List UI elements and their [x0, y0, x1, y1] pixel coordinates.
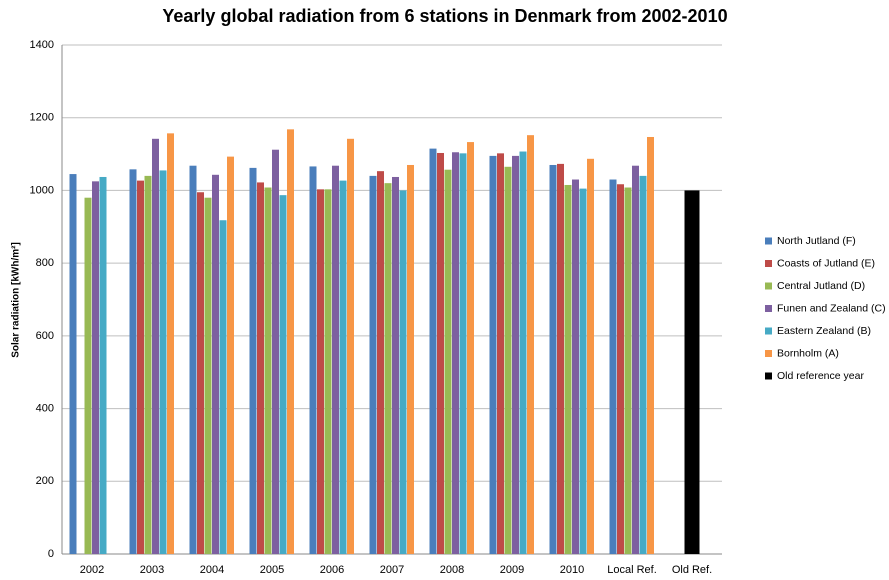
bar	[587, 158, 594, 554]
y-tick-label: 1400	[30, 39, 54, 51]
bar	[152, 138, 159, 554]
bar	[332, 165, 339, 554]
bar	[227, 156, 234, 554]
bar	[684, 190, 700, 554]
bar	[429, 148, 437, 554]
y-tick-label: 1200	[30, 112, 54, 124]
bar	[489, 155, 497, 554]
legend-label: Central Jutland (D)	[777, 280, 865, 292]
bar	[369, 175, 377, 554]
bar	[632, 165, 639, 554]
bar	[564, 184, 572, 554]
y-tick-label: 0	[48, 548, 54, 560]
bar	[189, 165, 197, 554]
bar	[467, 142, 474, 554]
y-tick-label: 1000	[30, 184, 54, 196]
x-tick-label: 2002	[80, 564, 104, 576]
bar	[459, 153, 467, 554]
bar	[324, 189, 332, 554]
legend-label: Eastern Zealand (B)	[777, 325, 871, 337]
bar	[347, 138, 354, 554]
bar	[219, 220, 227, 554]
bar	[264, 187, 272, 554]
y-tick-label: 600	[36, 330, 54, 342]
chart-title: Yearly global radiation from 6 stations …	[162, 6, 727, 26]
bar	[444, 169, 452, 554]
bar	[617, 184, 624, 554]
legend-label: North Jutland (F)	[777, 235, 856, 247]
legend-swatch	[765, 372, 772, 380]
bar	[497, 153, 504, 554]
x-tick-label: 2003	[140, 564, 164, 576]
x-tick-label: Old Ref.	[672, 564, 712, 576]
bar	[639, 175, 647, 554]
x-tick-label: 2009	[500, 564, 524, 576]
y-axis-label: Solar radiation [kWh/m²]	[11, 242, 22, 358]
bar	[609, 179, 617, 554]
legend-swatch	[765, 305, 772, 312]
bar	[167, 133, 174, 555]
legend-label: Coasts of Jutland (E)	[777, 257, 875, 269]
bar	[579, 188, 587, 554]
bar	[624, 187, 632, 554]
bar	[647, 136, 654, 554]
legend-label: Funen and Zealand (C)	[777, 302, 886, 314]
bar	[197, 192, 204, 554]
legend-label: Bornholm (A)	[777, 347, 839, 359]
legend-swatch	[765, 327, 772, 335]
bar	[309, 166, 317, 554]
bar	[257, 182, 264, 554]
bar	[272, 149, 279, 555]
x-tick-label: 2005	[260, 564, 284, 576]
bar	[279, 195, 287, 554]
bar	[204, 197, 212, 554]
bar	[212, 174, 219, 555]
x-tick-label: 2007	[380, 564, 404, 576]
bar	[384, 183, 392, 554]
legend-label: Old reference year	[777, 370, 864, 382]
y-tick-label: 400	[36, 402, 54, 414]
legend-swatch	[765, 282, 772, 290]
legend-swatch	[765, 237, 772, 245]
legend-swatch	[765, 260, 772, 267]
bar	[339, 180, 347, 555]
bar	[527, 135, 534, 554]
bar	[572, 179, 579, 554]
x-tick-label: 2008	[440, 564, 464, 576]
bar	[159, 170, 167, 555]
bar	[437, 152, 444, 554]
bar	[69, 174, 77, 554]
bar	[392, 176, 399, 554]
bar	[519, 151, 527, 554]
x-tick-label: 2010	[560, 564, 584, 576]
x-tick-label: 2006	[320, 564, 344, 576]
bar	[549, 164, 557, 554]
bar	[129, 169, 137, 554]
bar	[452, 152, 459, 554]
bar	[287, 129, 294, 554]
bar	[407, 164, 414, 554]
bar	[504, 166, 512, 554]
y-tick-label: 800	[36, 257, 54, 269]
bar	[144, 175, 152, 554]
bar	[512, 155, 519, 554]
bar	[99, 176, 107, 554]
x-tick-label: Local Ref.	[607, 564, 657, 576]
bar	[399, 190, 407, 554]
bar	[92, 181, 99, 554]
legend-swatch	[765, 350, 772, 357]
bar	[249, 167, 257, 554]
x-tick-label: 2004	[200, 564, 224, 576]
y-tick-label: 200	[36, 475, 54, 487]
bar	[377, 171, 384, 554]
bar	[84, 197, 92, 554]
bar	[557, 163, 564, 554]
bar	[317, 189, 324, 554]
bar	[137, 180, 144, 555]
